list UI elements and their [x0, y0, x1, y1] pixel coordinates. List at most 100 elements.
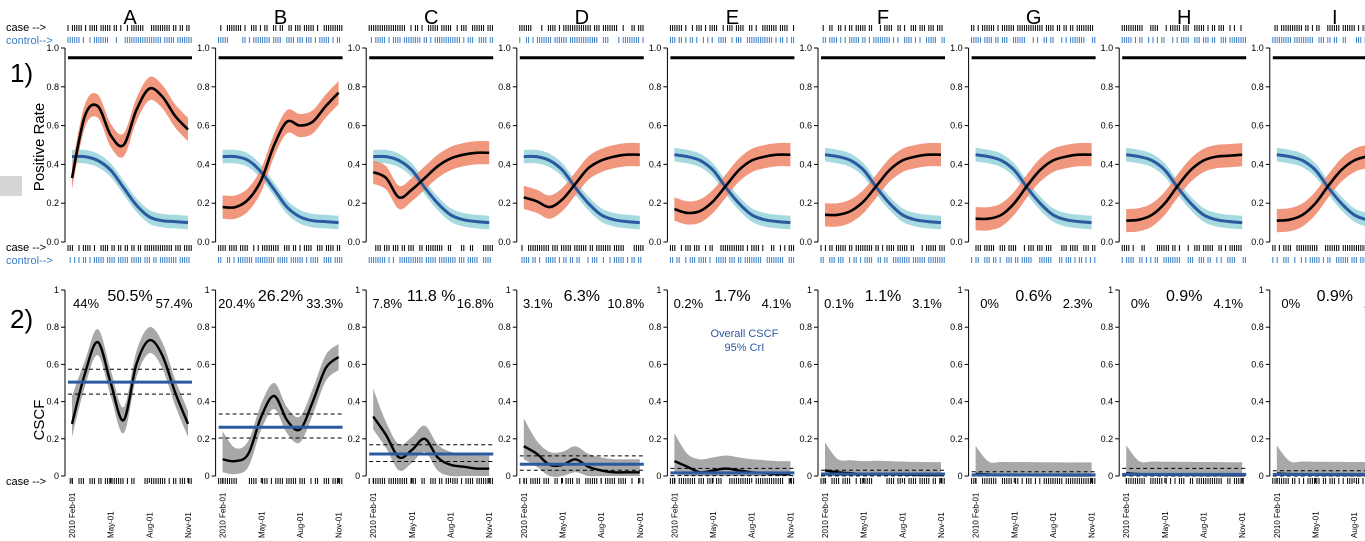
row1-tick-label: 0.4: [1251, 159, 1264, 169]
row2-tick-label: 1: [656, 285, 661, 295]
case-ticks-top: [368, 25, 493, 31]
panel-f: F 0.0 0.2 0.4 0.6 0.8 1.0 0 0.2 0.4 0.6 0.8 1 1.1% 0.1…: [799, 7, 946, 538]
cscf-line: [70, 338, 190, 425]
x-tick-label: Nov-01: [1238, 512, 1247, 538]
cscf-credible-band: [1126, 445, 1243, 476]
row1-tick-label: 1.0: [1101, 43, 1114, 53]
case-ticks-top: [1121, 25, 1242, 31]
row1-tick-label: 0.8: [950, 82, 963, 92]
row1-tick-label: 0.2: [1101, 198, 1114, 208]
x-tick-label: Nov-01: [184, 512, 193, 538]
x-tick-label: Nov-01: [937, 512, 946, 538]
case-ticks-top: [519, 25, 644, 31]
panel-letter: G: [1026, 7, 1042, 29]
cscf-upper-value: 16.8%: [457, 296, 494, 311]
control-rate-line: [674, 153, 791, 225]
x-tick-label: May-01: [408, 511, 417, 538]
x-tick-label: 2010 Feb-01: [219, 492, 228, 538]
cscf-upper-value: 4.1%: [762, 296, 792, 311]
row2-tick-label: 1: [807, 285, 812, 295]
row2-tick-label: 0.4: [1251, 397, 1264, 407]
row2-tick-label: 0.6: [348, 359, 361, 369]
left-edge-marker: [0, 176, 22, 196]
cscf-upper-value: 2.8%: [1364, 296, 1365, 311]
row2-tick-label: 0.4: [197, 397, 210, 407]
row2-tick-label: 1: [54, 285, 59, 295]
x-tick-label: 2010 Feb-01: [1273, 492, 1282, 538]
row1-tick-label: 0.4: [348, 159, 361, 169]
row2-tick-label: 0.2: [498, 434, 511, 444]
row2-tick-label: 0.4: [498, 397, 511, 407]
row1-tick-label: 0.8: [498, 82, 511, 92]
case-ticks-mid: [521, 245, 644, 251]
x-tick-label: May-01: [1010, 511, 1019, 538]
row2-tick-label: 0: [355, 471, 360, 481]
row2-tick-label: 1: [506, 285, 511, 295]
row1-tick-label: 0.4: [46, 159, 59, 169]
control-ticks-mid: [218, 257, 343, 263]
row1-tick-label: 1.0: [649, 43, 662, 53]
x-tick-label: May-01: [1161, 511, 1170, 538]
case-rate-line: [824, 153, 942, 217]
panel-e: E 0.0 0.2 0.4 0.6 0.8 1.0 0 0.2 0.4 0.6 0.8 1 1.7% 0.2…: [649, 7, 796, 538]
x-tick-label: 2010 Feb-01: [821, 492, 830, 538]
overall-cscf-value: 0.9%: [1317, 288, 1353, 305]
row-label-1: 1): [10, 58, 33, 88]
row2-tick-label: 0.8: [1251, 322, 1264, 332]
x-tick-label: Nov-01: [1088, 512, 1097, 538]
row2-tick-label: 0.4: [348, 397, 361, 407]
row2-tick-label: 0.4: [1101, 397, 1114, 407]
row1-tick-label: 1.0: [950, 43, 963, 53]
row1-tick-label: 0.0: [1101, 237, 1114, 247]
x-tick-label: May-01: [709, 511, 718, 538]
cscf-credible-band: [975, 445, 1092, 476]
row1-tick-label: 0.8: [1101, 82, 1114, 92]
row1-tick-label: 0.6: [1101, 121, 1114, 131]
row2-tick-label: 0.6: [46, 359, 59, 369]
row2-tick-label: 0: [1259, 471, 1264, 481]
x-tick-label: 2010 Feb-01: [1122, 492, 1131, 538]
case-ticks-bottom: [69, 478, 192, 484]
case-ticks-mid: [1121, 245, 1242, 251]
panel-g: G 0.0 0.2 0.4 0.6 0.8 1.0 0 0.2 0.4 0.6 0.8 1 0.6% 0% 2…: [950, 7, 1097, 538]
row1-tick-label: 0.8: [799, 82, 812, 92]
row1-tick-label: 0.0: [46, 237, 59, 247]
row1-tick-label: 0.6: [799, 121, 812, 131]
row1-tick-label: 0.8: [197, 82, 210, 92]
row1-tick-label: 0.2: [348, 198, 361, 208]
row1-tick-label: 0.0: [1251, 237, 1264, 247]
overall-cscf-value: 26.2%: [258, 288, 303, 305]
row1-tick-label: 0.4: [649, 159, 662, 169]
case-rate-line: [523, 153, 640, 209]
case-ticks-bottom: [1126, 478, 1244, 484]
control-ticks-top: [822, 37, 945, 43]
row2-tick-label: 0: [958, 471, 963, 481]
x-tick-label: Aug-01: [145, 512, 154, 538]
case-credible-band: [825, 142, 941, 227]
case-ticks-top: [220, 25, 343, 31]
cscf-upper-value: 10.8%: [607, 296, 644, 311]
row1-tick-label: 0.4: [799, 159, 812, 169]
row1-tick-label: 0.0: [197, 237, 210, 247]
row1-tick-label: 0.8: [348, 82, 361, 92]
control-credible-band: [1126, 147, 1243, 230]
row2-tick-label: 0: [205, 471, 210, 481]
row2-tick-label: 0: [54, 471, 59, 481]
cscf-upper-value: 33.3%: [306, 296, 343, 311]
row1-tick-label: 0.0: [799, 237, 812, 247]
cscf-line: [372, 415, 490, 470]
cscf-line: [523, 445, 640, 474]
x-tick-label: Aug-01: [296, 512, 305, 538]
cscf-lower-value: 0.1%: [824, 296, 854, 311]
control-rate-line: [71, 154, 189, 225]
panel-c: C 0.0 0.2 0.4 0.6 0.8 1.0 0 0.2 0.4 0.6 0.8 1 11.8 % 7…: [348, 7, 495, 538]
x-tick-label: 2010 Feb-01: [520, 492, 529, 538]
row2-tick-label: 0.8: [1101, 322, 1114, 332]
x-tick-label: May-01: [107, 511, 116, 538]
row2-tick-label: 0.4: [799, 397, 812, 407]
case-credible-band: [1126, 143, 1243, 233]
row2-tick-label: 0.8: [799, 322, 812, 332]
x-tick-label: Aug-01: [1200, 512, 1209, 538]
cscf-credible-band: [72, 326, 188, 437]
overall-cscf-value: 0.9%: [1166, 288, 1202, 305]
